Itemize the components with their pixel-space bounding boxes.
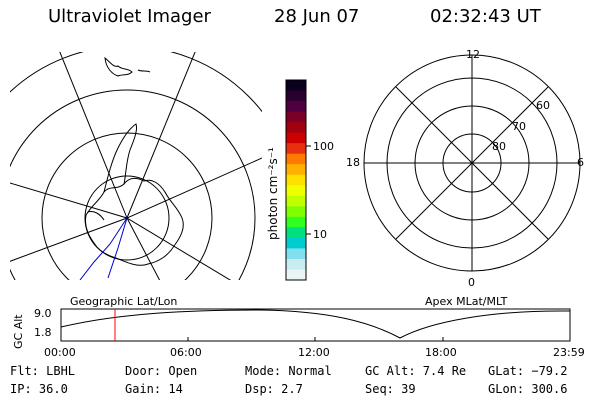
meridian-line bbox=[126, 157, 262, 219]
nadir-track bbox=[107, 217, 128, 279]
lat-label-70: 70 bbox=[512, 120, 526, 133]
colorbar-segment bbox=[286, 206, 306, 218]
island-outline bbox=[137, 69, 151, 73]
mlt-label-6: 6 bbox=[577, 156, 584, 169]
ice-shelf-outline bbox=[87, 211, 105, 221]
colorbar-tick-100: 100 bbox=[313, 140, 334, 153]
colorbar-segment bbox=[286, 216, 306, 228]
colorbar-segment bbox=[286, 164, 306, 176]
geographic-map bbox=[10, 52, 262, 280]
lat-circle-outer bbox=[10, 89, 256, 280]
south-america-outline bbox=[104, 56, 133, 77]
colorbar-segment bbox=[286, 248, 306, 260]
ip-status: IP: 36.0 bbox=[10, 382, 68, 396]
colorbar-frame bbox=[285, 79, 307, 281]
date-label: 28 Jun 07 bbox=[274, 6, 360, 27]
mlt-label-18: 18 bbox=[346, 156, 360, 169]
dsp-status: Dsp: 2.7 bbox=[245, 382, 303, 396]
lat-label-60: 60 bbox=[536, 99, 550, 112]
colorbar-segment bbox=[286, 122, 306, 134]
x-tick-label: 00:00 bbox=[44, 346, 76, 359]
mlt-label-0: 0 bbox=[468, 276, 475, 289]
mlt-label-12: 12 bbox=[466, 48, 480, 61]
meridian-line bbox=[10, 182, 128, 219]
colorbar-unit-label: photon cm⁻²s⁻¹ bbox=[266, 147, 280, 240]
colorbar-segment bbox=[286, 174, 306, 186]
colorbar-segment bbox=[286, 132, 306, 144]
colorbar-segment bbox=[286, 258, 306, 270]
peninsula-outline bbox=[103, 123, 137, 193]
altitude-plot bbox=[60, 308, 571, 342]
mlt-line-diagonal bbox=[395, 86, 549, 240]
colorbar-segment bbox=[286, 111, 306, 123]
geographic-label: Geographic Lat/Lon bbox=[70, 295, 178, 308]
colorbar-segment bbox=[286, 101, 306, 113]
colorbar-segment bbox=[286, 237, 306, 249]
polar-grid bbox=[363, 54, 581, 272]
y-tick-label: 1.8 bbox=[34, 326, 52, 339]
nadir-track bbox=[79, 217, 128, 280]
meridian-line bbox=[10, 217, 128, 262]
colorbar-segment bbox=[286, 80, 306, 92]
colorbar-tick-10: 10 bbox=[313, 228, 327, 241]
antarctica-outline bbox=[85, 177, 184, 266]
colorbar-segment bbox=[286, 153, 306, 165]
filter-status: Flt: LBHL bbox=[10, 364, 76, 378]
gain-status: Gain: 14 bbox=[125, 382, 183, 396]
glat-status: GLat: −79.2 bbox=[488, 364, 568, 378]
time-label: 02:32:43 UT bbox=[430, 6, 541, 27]
y-axis-title: GC Alt bbox=[12, 314, 25, 349]
colorbar-segment bbox=[286, 90, 306, 102]
colorbar-segment bbox=[286, 195, 306, 207]
colorbar-segment bbox=[286, 143, 306, 155]
meridian-line bbox=[126, 217, 232, 280]
meridian-line bbox=[126, 52, 196, 219]
mode-status: Mode: Normal bbox=[245, 364, 332, 378]
seq-status: Seq: 39 bbox=[365, 382, 416, 396]
x-tick-label: 12:00 bbox=[298, 346, 330, 359]
y-tick-label: 9.0 bbox=[34, 307, 52, 320]
altitude-curve bbox=[60, 309, 571, 339]
gc-alt-status: GC Alt: 7.4 Re bbox=[365, 364, 467, 378]
lat-circle-inner bbox=[84, 175, 170, 261]
lat-label-80: 80 bbox=[492, 140, 506, 153]
glon-status: GLon: 300.6 bbox=[488, 382, 568, 396]
instrument-title: Ultraviolet Imager bbox=[48, 6, 211, 27]
colorbar-segment bbox=[286, 269, 306, 281]
x-tick-label: 06:00 bbox=[170, 346, 202, 359]
colorbar-segment bbox=[286, 227, 306, 239]
colorbar bbox=[286, 80, 306, 281]
meridian-line bbox=[59, 52, 128, 219]
x-tick-label: 23:59 bbox=[553, 346, 585, 359]
x-tick-label: 18:00 bbox=[425, 346, 457, 359]
door-status: Door: Open bbox=[125, 364, 198, 378]
meridian-line bbox=[126, 217, 161, 280]
colorbar-segment bbox=[286, 185, 306, 197]
apex-label: Apex MLat/MLT bbox=[425, 295, 508, 308]
